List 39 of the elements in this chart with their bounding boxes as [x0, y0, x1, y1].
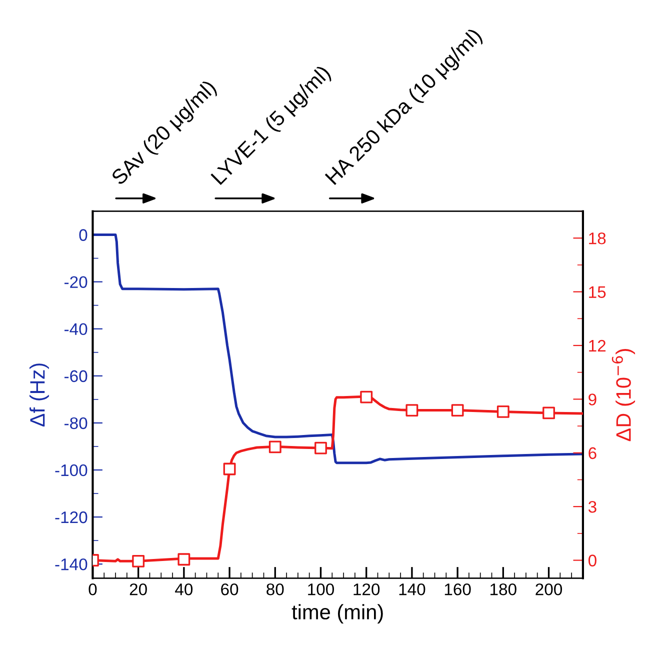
- x-tick-label: 120: [354, 583, 380, 596]
- y2-axis-title: ΔD (10$^{−6}$): [612, 349, 636, 442]
- y2-tick-label: 9: [588, 394, 596, 406]
- point: [360, 390, 373, 404]
- y2-tick-label: 18: [589, 232, 606, 244]
- y2-tick-label: 3: [588, 500, 596, 513]
- x-tick-label: 160: [444, 583, 471, 596]
- point: [451, 404, 464, 416]
- y2-tick-label: 15: [589, 286, 606, 298]
- y2-tick-label: 0: [588, 554, 596, 566]
- point: [223, 462, 236, 476]
- y2-tick-label: 12: [589, 340, 606, 352]
- point: [132, 554, 145, 568]
- x-tick-label: 200: [536, 583, 562, 596]
- point: [406, 404, 418, 416]
- point: [268, 440, 282, 454]
- x-tick-label: 20: [130, 583, 147, 596]
- y-tick-label: -120: [55, 511, 88, 524]
- x-axis-title: time (min): [292, 604, 383, 624]
- y-tick-label: -60: [64, 370, 88, 382]
- x-tick-label: 40: [175, 583, 193, 596]
- x-tick-label: 60: [221, 583, 238, 596]
- x-tick-label: 0: [88, 583, 97, 596]
- y2-tick-label: 6: [588, 447, 596, 460]
- point: [178, 553, 190, 566]
- y-tick-label: 0: [79, 229, 88, 241]
- x-tick-label: 180: [490, 583, 516, 596]
- y-tick-label: -100: [55, 464, 88, 476]
- y-tick-label: -20: [64, 276, 88, 288]
- x-tick-label: 80: [266, 583, 284, 596]
- y-axis-title: Δf (Hz): [30, 364, 49, 426]
- y-tick-label: -80: [64, 417, 88, 430]
- point: [314, 442, 327, 454]
- y-tick-label: -40: [64, 323, 88, 336]
- y-tick-label: -140: [55, 558, 88, 570]
- point: [496, 405, 510, 418]
- point: [542, 406, 555, 420]
- x-tick-label: 140: [399, 583, 426, 596]
- x-tick-label: 100: [308, 583, 334, 596]
